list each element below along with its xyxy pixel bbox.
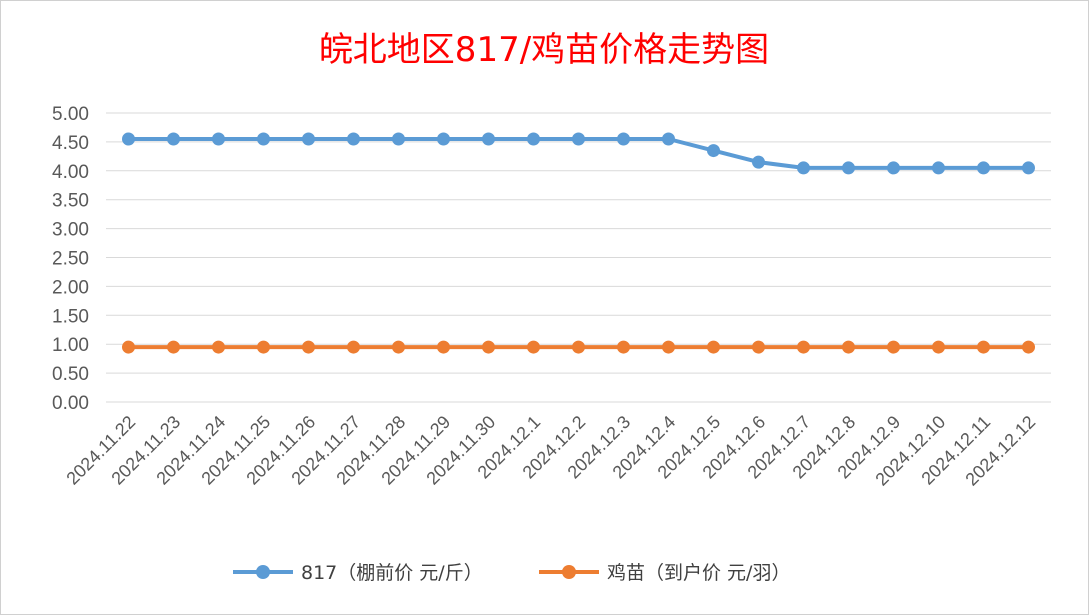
data-point <box>167 340 180 354</box>
data-point <box>752 340 765 354</box>
data-point <box>1022 161 1035 175</box>
data-point <box>437 132 450 146</box>
y-tick-label: 1.00 <box>52 335 89 356</box>
data-point <box>887 161 900 175</box>
data-point <box>707 340 720 354</box>
y-tick-label: 2.00 <box>52 277 89 298</box>
series-group <box>122 132 1035 354</box>
series-2 <box>122 340 1035 354</box>
data-point <box>212 132 225 146</box>
data-point <box>977 161 990 175</box>
data-point <box>707 144 720 158</box>
data-point <box>842 161 855 175</box>
gridlines <box>106 112 1051 403</box>
data-point <box>752 155 765 169</box>
data-point <box>122 132 135 146</box>
data-point <box>392 132 405 146</box>
y-tick-label: 4.00 <box>52 162 89 183</box>
data-point <box>482 132 495 146</box>
legend-swatch-marker <box>256 565 270 579</box>
data-point <box>257 132 270 146</box>
data-point <box>527 132 540 146</box>
data-point <box>302 340 315 354</box>
y-tick-label: 1.50 <box>52 306 89 327</box>
data-point <box>572 340 585 354</box>
x-axis-ticks: 2024.11.222024.11.232024.11.242024.11.25… <box>62 412 1039 490</box>
data-point <box>887 340 900 354</box>
data-point <box>617 340 630 354</box>
data-point <box>122 340 135 354</box>
chart-title: 皖北地区817/鸡苗价格走势图 <box>319 30 769 70</box>
data-point <box>842 340 855 354</box>
data-point <box>482 340 495 354</box>
data-point <box>662 340 675 354</box>
data-point <box>392 340 405 354</box>
data-point <box>257 340 270 354</box>
data-point <box>572 132 585 146</box>
data-point <box>932 161 945 175</box>
data-point <box>347 340 360 354</box>
y-tick-label: 3.50 <box>52 191 89 212</box>
data-point <box>527 340 540 354</box>
data-point <box>167 132 180 146</box>
y-tick-label: 0.50 <box>52 364 89 385</box>
y-tick-label: 2.50 <box>52 249 89 270</box>
data-point <box>662 132 675 146</box>
legend-item: 817（棚前价 元/斤） <box>233 562 483 584</box>
legend-swatch-marker <box>562 565 576 579</box>
legend-label: 817（棚前价 元/斤） <box>301 562 483 584</box>
y-tick-label: 4.50 <box>52 133 89 154</box>
y-tick-label: 0.00 <box>52 393 89 414</box>
data-point <box>797 340 810 354</box>
data-point <box>932 340 945 354</box>
data-point <box>617 132 630 146</box>
data-point <box>347 132 360 146</box>
y-tick-label: 3.00 <box>52 220 89 241</box>
y-axis-ticks: 0.00 0.50 1.00 1.50 2.00 2.50 3.00 3.50 4.00 4.50… <box>52 104 89 414</box>
data-point <box>212 340 225 354</box>
series-1 <box>122 132 1035 175</box>
y-tick-label: 5.00 <box>52 104 89 125</box>
data-point <box>437 340 450 354</box>
legend-label: 鸡苗（到户价 元/羽） <box>607 562 790 584</box>
legend-item: 鸡苗（到户价 元/羽） <box>539 562 790 584</box>
data-point <box>1022 340 1035 354</box>
legend: 817（棚前价 元/斤） 鸡苗（到户价 元/羽） <box>233 562 790 584</box>
data-point <box>302 132 315 146</box>
data-point <box>797 161 810 175</box>
data-point <box>977 340 990 354</box>
